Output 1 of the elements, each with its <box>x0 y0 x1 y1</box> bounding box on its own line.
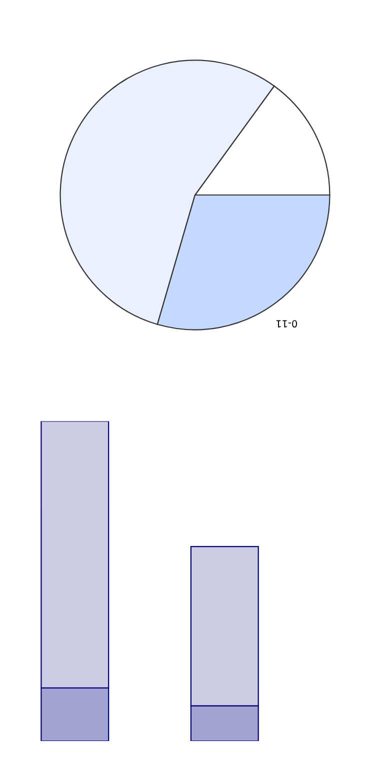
text: 0-11 <box>276 320 298 328</box>
